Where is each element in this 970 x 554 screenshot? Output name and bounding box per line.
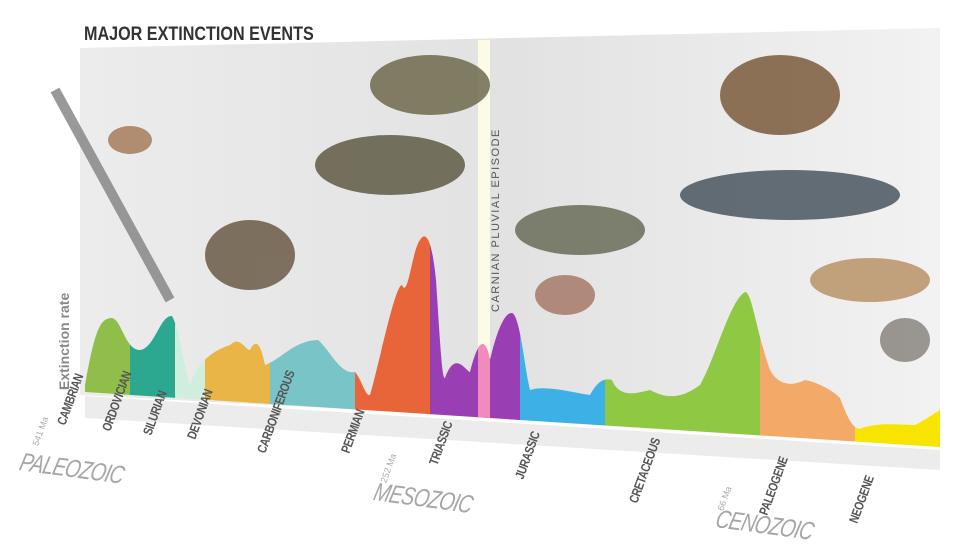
thylacine-illustration — [810, 258, 930, 302]
triceratops-illustration — [720, 55, 840, 135]
carnian-episode-label: CARNIAN PLUVIAL EPISODE — [490, 128, 502, 312]
timeline-strip — [85, 396, 940, 470]
orthocone-illustration — [50, 87, 175, 303]
therapsid-illustration — [315, 135, 465, 195]
dodo-illustration — [880, 318, 930, 362]
crocodilian-illustration — [515, 205, 645, 255]
shell-illustration — [108, 126, 152, 154]
dicynodont-illustration — [535, 275, 595, 315]
fish-illustration — [205, 220, 295, 290]
mosasaur-illustration — [680, 170, 900, 220]
carnian-episode-band — [478, 40, 490, 410]
dinosaur-illustration — [370, 55, 490, 115]
page-title: MAJOR EXTINCTION EVENTS — [84, 24, 314, 45]
